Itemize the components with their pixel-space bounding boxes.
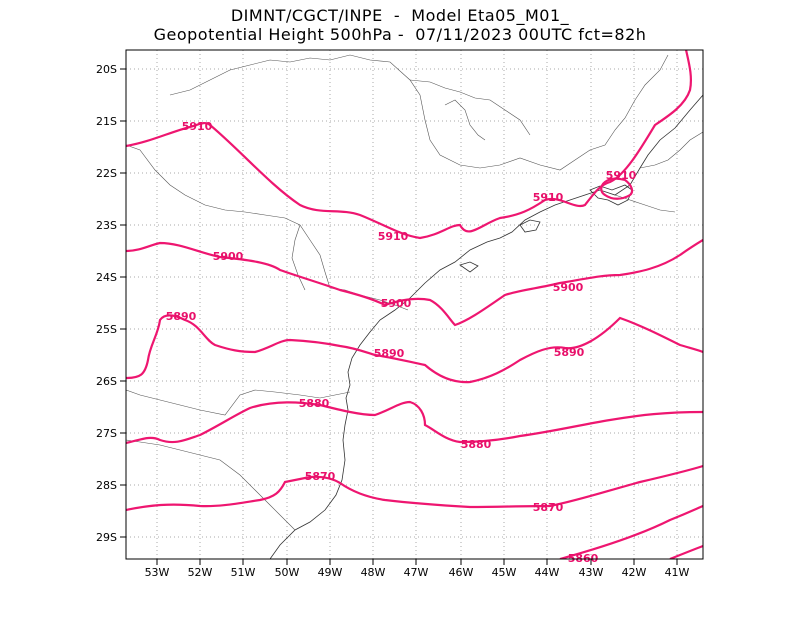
- lon-label: 43W: [579, 566, 604, 579]
- contour-label: 5890: [554, 346, 585, 359]
- contour-label: 5910: [606, 169, 637, 182]
- lat-label: 23S: [96, 219, 117, 232]
- contour-label: 5910: [378, 230, 409, 243]
- lat-label: 22S: [96, 167, 117, 180]
- lat-label: 24S: [96, 271, 117, 284]
- contour-label: 5890: [166, 310, 197, 323]
- lat-label: 27S: [96, 427, 117, 440]
- lon-label: 46W: [449, 566, 474, 579]
- lon-label: 41W: [665, 566, 690, 579]
- lon-label: 45W: [492, 566, 517, 579]
- contour-labels: 5910 5910 5910 5910 5900 5900 5900 5890 …: [166, 120, 637, 565]
- contour-label: 5900: [381, 297, 412, 310]
- map-frame: [125, 49, 704, 560]
- chart-title-line1: DIMNT/CGCT/INPE - Model Eta05_M01_: [230, 6, 570, 25]
- contour-label: 5880: [299, 397, 330, 410]
- lon-label: 44W: [535, 566, 560, 579]
- contour-label: 5870: [533, 501, 564, 514]
- contour-label: 5890: [374, 347, 405, 360]
- contour-label: 5910: [533, 191, 564, 204]
- state-borders: [126, 54, 703, 531]
- contour-label: 5880: [461, 438, 492, 451]
- coastline: [269, 94, 703, 559]
- lat-label: 21S: [96, 115, 117, 128]
- contour-label: 5900: [553, 281, 584, 294]
- contour-label: 5870: [305, 470, 336, 483]
- lat-label: 28S: [96, 479, 117, 492]
- contour-lines: [126, 50, 703, 559]
- lon-label: 50W: [275, 566, 300, 579]
- lon-label: 47W: [404, 566, 429, 579]
- lat-axis: 20S 21S 22S 23S 24S 25S 26S 27S 28S 29S: [96, 63, 126, 544]
- lon-label: 42W: [622, 566, 647, 579]
- lat-label: 26S: [96, 375, 117, 388]
- lon-label: 51W: [231, 566, 256, 579]
- lon-label: 48W: [361, 566, 386, 579]
- contour-label: 5900: [213, 250, 244, 263]
- chart-title-line2: Geopotential Height 500hPa - 07/11/2023 …: [153, 25, 647, 44]
- lon-axis: 53W 52W 51W 50W 49W 48W 47W 46W 45W 44W …: [145, 559, 690, 579]
- lon-label: 52W: [188, 566, 213, 579]
- contour-label: 5910: [182, 120, 213, 133]
- lat-label: 25S: [96, 323, 117, 336]
- lon-label: 53W: [145, 566, 170, 579]
- lat-label: 20S: [96, 63, 117, 76]
- lon-label: 49W: [318, 566, 343, 579]
- lat-label: 29S: [96, 531, 117, 544]
